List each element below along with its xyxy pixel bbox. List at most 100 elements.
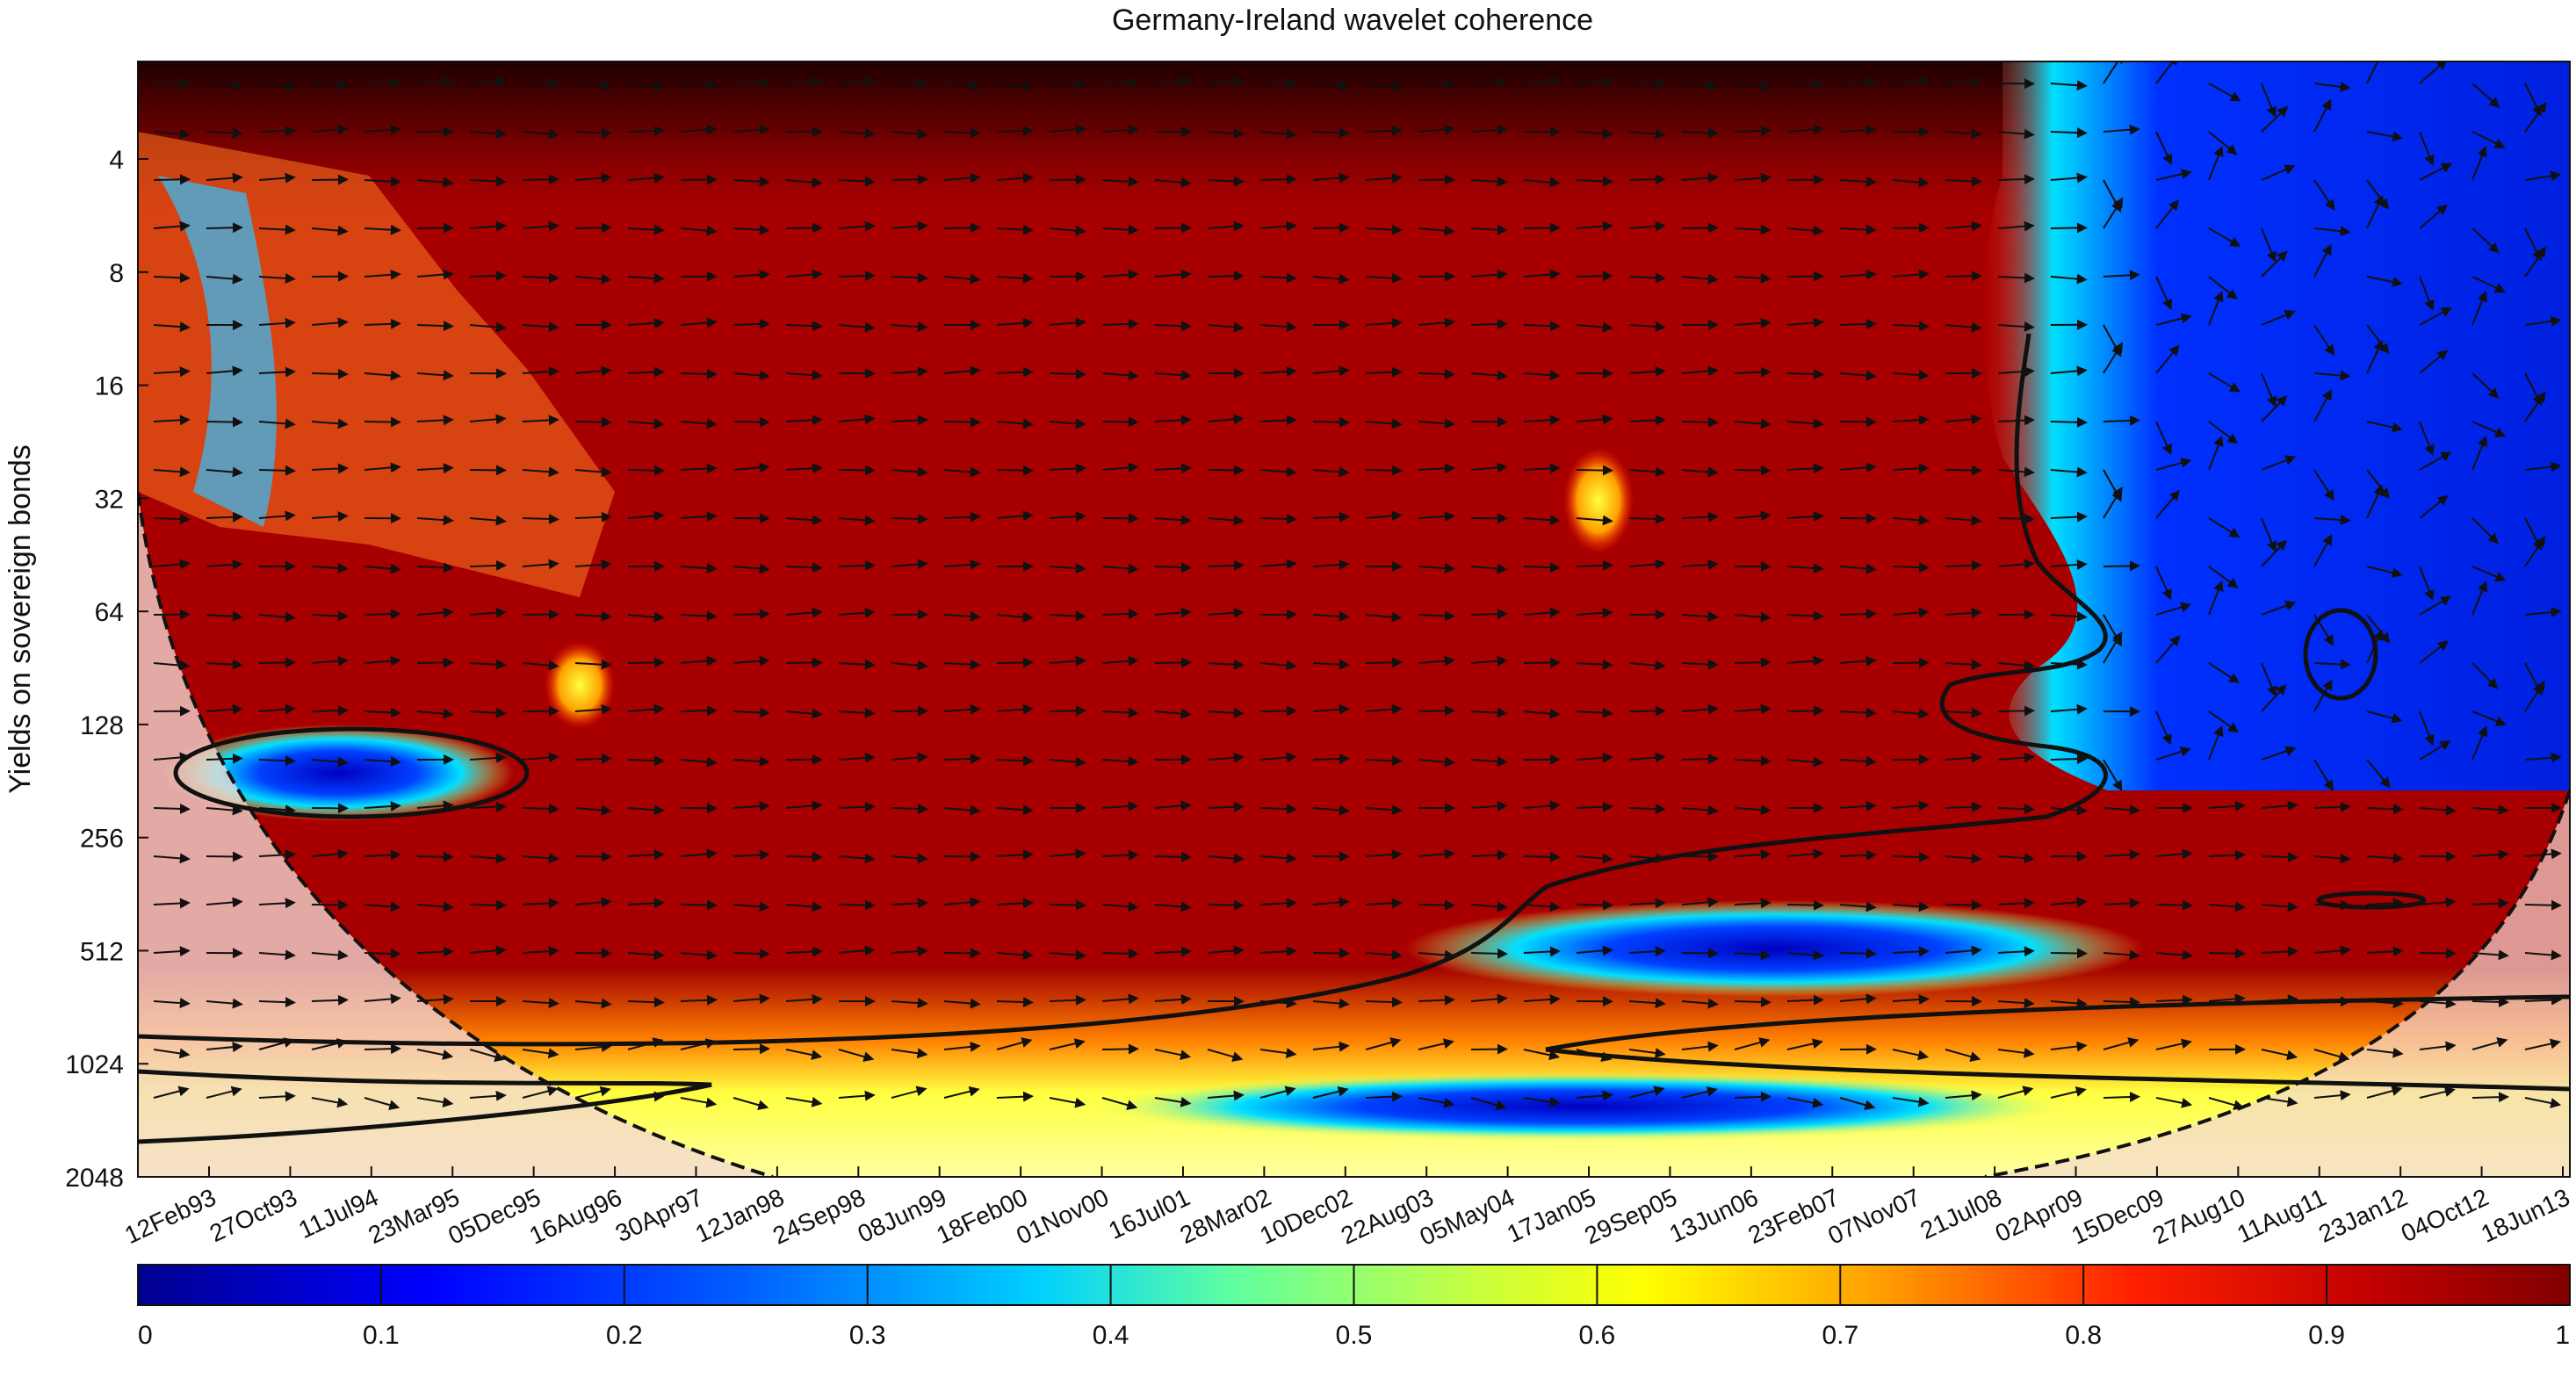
phase-arrow	[996, 80, 1034, 91]
phase-arrow	[1207, 853, 1245, 864]
x-tick-label: 07Nov07	[1824, 1183, 1925, 1249]
phase-arrow	[1997, 853, 2035, 864]
phase-arrow	[153, 559, 191, 570]
phase-arrow	[1259, 898, 1297, 909]
phase-arrow	[2419, 711, 2435, 747]
phase-arrow	[1786, 563, 1824, 574]
phase-arrow	[2313, 81, 2351, 92]
phase-arrow	[1628, 898, 1666, 909]
phase-arrow	[1259, 998, 1297, 1009]
phase-arrow	[785, 222, 823, 234]
phase-arrow	[311, 463, 349, 474]
phase-arrow	[258, 317, 296, 328]
phase-arrow	[1786, 418, 1824, 429]
phase-arrow	[732, 901, 770, 913]
phase-arrow	[1365, 611, 1403, 623]
phase-arrow	[2208, 435, 2224, 471]
heatmap-yellow-blob-32	[1563, 448, 1634, 553]
phase-arrow	[996, 703, 1034, 715]
phase-arrow	[1628, 853, 1666, 864]
phase-arrow	[522, 752, 559, 763]
phase-arrow	[1259, 804, 1297, 815]
heatmap-yellow-blob-96	[545, 641, 615, 729]
phase-arrow	[206, 273, 243, 285]
x-tick-label: 27Oct93	[206, 1183, 301, 1247]
phase-arrow	[574, 365, 612, 377]
phase-arrow	[522, 366, 559, 378]
phase-arrow	[2050, 172, 2088, 184]
phase-arrow	[364, 756, 401, 768]
phase-arrow	[416, 993, 454, 1005]
phase-arrow	[206, 610, 243, 622]
phase-arrow	[364, 609, 401, 620]
x-tick-label: 12Feb93	[120, 1183, 220, 1249]
phase-arrow	[2366, 469, 2390, 500]
phase-arrow	[1154, 415, 1192, 426]
phase-arrow	[785, 1049, 823, 1060]
phase-arrow	[1049, 225, 1086, 236]
phase-arrow	[2471, 804, 2509, 816]
phase-arrow	[206, 80, 243, 91]
phase-arrow	[416, 1097, 454, 1107]
phase-arrow	[1945, 271, 1982, 282]
phase-arrow	[1523, 222, 1561, 234]
phase-arrow	[1681, 1041, 1719, 1052]
phase-arrow	[1576, 321, 1613, 333]
phase-arrow	[2419, 804, 2457, 816]
phase-arrow	[1576, 801, 1613, 812]
phase-arrow	[311, 368, 349, 379]
phase-arrow	[2471, 421, 2507, 437]
phase-arrow	[891, 220, 928, 232]
phase-arrow	[2366, 853, 2404, 864]
phase-arrow	[996, 657, 1034, 668]
significance-contour-512	[2316, 891, 2427, 910]
phase-arrow	[996, 949, 1034, 961]
phase-arrow	[785, 515, 823, 526]
phase-arrow	[1259, 220, 1297, 232]
y-tick-label: 1024	[65, 1050, 124, 1079]
phase-arrow	[1892, 370, 1930, 381]
phase-arrow	[1365, 657, 1403, 668]
phase-arrow	[311, 225, 349, 236]
phase-arrow	[785, 901, 823, 913]
phase-arrow	[1365, 510, 1403, 522]
phase-arrow	[2524, 315, 2562, 327]
phase-arrow	[785, 269, 823, 280]
phase-arrow	[1049, 463, 1086, 474]
phase-arrow	[1945, 853, 1982, 864]
phase-arrow	[732, 801, 770, 812]
phase-arrow	[1628, 174, 1666, 185]
phase-arrow	[206, 659, 243, 670]
phase-arrow	[469, 752, 507, 763]
phase-arrow	[2313, 179, 2335, 211]
phase-arrow	[2261, 1049, 2298, 1061]
phase-arrow	[1101, 948, 1139, 959]
phase-arrow	[522, 415, 559, 426]
phase-arrow	[1049, 368, 1086, 379]
phase-arrow	[838, 127, 876, 139]
x-tick-label: 17Jan05	[1503, 1183, 1599, 1248]
phase-arrow	[2050, 127, 2088, 139]
phase-arrow	[943, 466, 981, 478]
phase-arrow	[1628, 466, 1666, 478]
phase-arrow	[2208, 993, 2246, 1005]
phase-arrow	[943, 897, 981, 908]
phase-arrow	[1365, 224, 1403, 235]
phase-arrow	[943, 172, 981, 184]
phase-arrow	[2524, 536, 2546, 567]
phase-arrow	[680, 511, 718, 523]
phase-arrow	[574, 897, 612, 908]
phase-arrow	[785, 415, 823, 426]
phase-arrow	[469, 607, 507, 618]
phase-arrow	[1734, 849, 1771, 861]
phase-arrow	[732, 176, 770, 187]
phase-arrow	[469, 414, 507, 425]
phase-arrow	[2050, 80, 2088, 91]
phase-arrow	[2155, 169, 2192, 181]
phase-arrow	[1628, 559, 1666, 570]
phase-arrow	[1523, 851, 1561, 862]
phase-arrow	[1418, 463, 1455, 474]
phase-arrow	[2313, 226, 2351, 237]
phase-arrow	[1945, 945, 1982, 956]
phase-arrow	[627, 272, 665, 284]
